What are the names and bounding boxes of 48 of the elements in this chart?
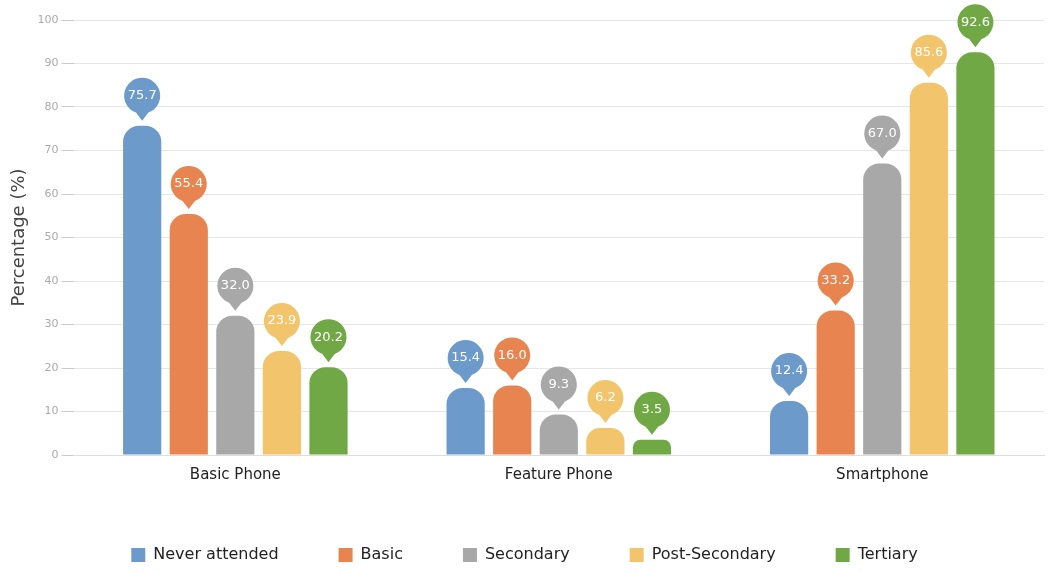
y-tick-label: 90 [44,56,59,70]
y-tick-label: 60 [44,186,59,200]
y-tick-label: 70 [44,143,59,157]
y-tick-label: 40 [44,273,59,287]
data-label: 6.2 [595,389,616,405]
bar [123,125,162,455]
y-tick-label: 80 [44,99,59,113]
data-label: 9.3 [548,375,570,391]
data-label: 23.9 [267,312,297,328]
bar [770,401,809,455]
data-label: 33.2 [821,271,851,287]
data-label: 16.0 [497,346,527,362]
bar [446,388,485,455]
bar [262,351,302,455]
bar [309,367,348,455]
bar [909,82,948,455]
x-tick-label: Feature Phone [504,464,613,483]
data-label: 85.6 [914,44,944,60]
y-tick-label: 30 [44,317,59,331]
y-tick-label: 0 [51,447,59,461]
legend-label: Secondary [484,544,570,564]
bar [216,315,255,455]
bar [632,439,672,455]
bar [863,163,902,455]
y-tick-label: 50 [44,230,59,244]
bar [816,310,855,455]
y-tick-label: 20 [44,360,59,374]
data-label: 12.4 [774,362,804,378]
legend-label: Basic [360,544,403,564]
data-label: 15.4 [451,349,481,365]
data-label: 75.7 [127,87,157,103]
y-axis-title: Percentage (%) [7,168,29,307]
data-label: 20.2 [314,328,343,344]
data-label: 3.5 [641,401,663,417]
data-label: 32.0 [220,277,250,293]
y-tick-label: 100 [37,12,59,26]
legend-label: Tertiary [856,544,918,564]
data-label: 55.4 [174,175,204,191]
bar [956,52,995,455]
data-label: 67.0 [867,124,897,140]
y-tick-label: 10 [44,404,59,418]
bar [493,385,532,455]
legend-label: Never attended [153,544,279,564]
x-tick-label: Smartphone [836,464,929,483]
bar [169,214,208,455]
legend-label: Post-Secondary [651,544,776,564]
x-tick-label: Basic Phone [189,464,281,483]
data-label: 92.6 [960,13,990,29]
